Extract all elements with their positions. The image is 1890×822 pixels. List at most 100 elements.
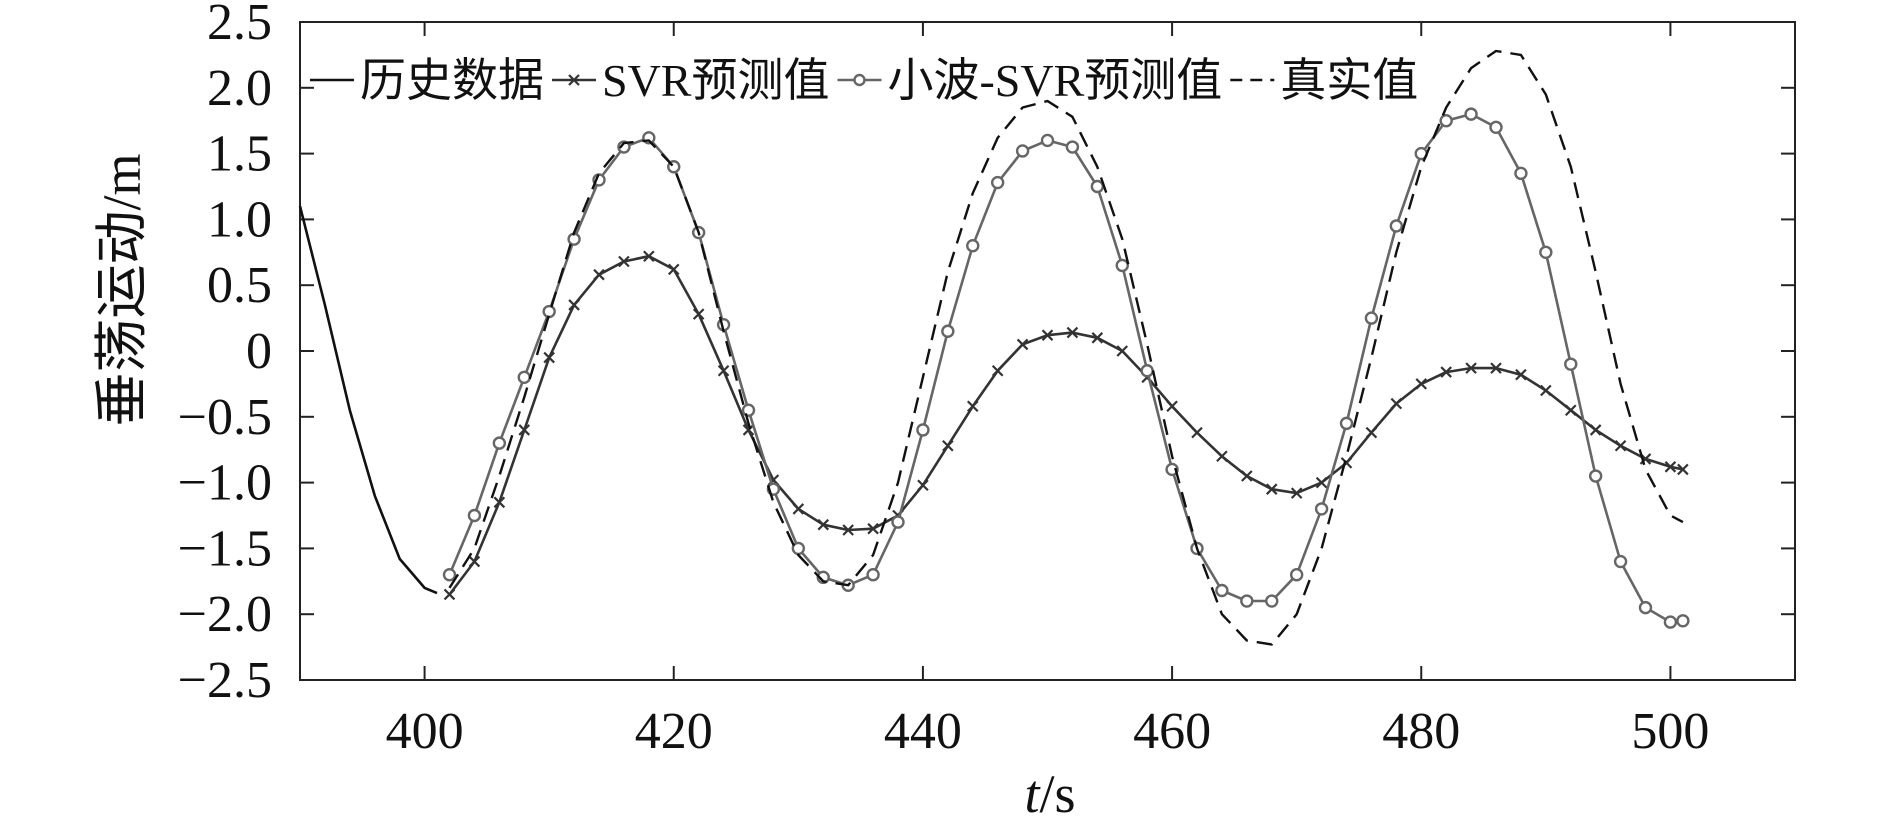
y-tick-label: −2.0 [178,586,272,643]
data-point-x-marker [692,308,705,320]
data-point-circle-marker [990,175,1005,190]
data-point-x-marker [1166,400,1178,413]
data-point-circle-marker [442,568,457,582]
legend-item-2: SVR预测值 [552,55,829,106]
x-tick-label: 460 [1133,703,1211,760]
data-point-x-marker [1016,338,1029,351]
legend-label: 真实值 [1280,55,1418,106]
data-point-x-marker [1216,450,1228,463]
data-point-x-marker [1614,439,1627,452]
data-point-x-marker [667,263,680,276]
y-tick-label: −1.5 [178,520,272,577]
data-point-circle-marker [941,324,955,338]
legend-label: 小波-SVR预测值 [887,55,1222,106]
data-point-x-marker [468,555,481,568]
series-3 [442,107,1690,629]
data-point-x-marker [568,299,580,311]
data-point-x-marker [1191,426,1203,439]
y-tick-label: 2.0 [207,60,272,117]
x-tick-label: 500 [1631,703,1709,760]
data-point-x-marker [1664,461,1677,473]
data-point-x-marker [842,524,854,536]
data-point-x-marker [1589,424,1602,436]
data-point-circle-marker [1389,219,1404,233]
data-point-x-marker [742,424,755,436]
plot-frame [299,21,1796,681]
data-point-circle-marker [741,403,756,417]
data-point-x-marker [1290,487,1303,499]
data-point-x-marker [942,439,954,452]
data-point-x-marker [1390,397,1403,410]
data-point-circle-marker [1364,311,1379,325]
data-point-circle-marker [1065,140,1080,154]
data-point-circle-marker [1289,568,1304,582]
data-point-x-marker [867,522,879,535]
data-point-circle-marker [492,436,507,450]
data-point-x-marker [1540,384,1552,397]
data-point-circle-marker [1613,554,1628,569]
data-point-x-marker [717,364,730,377]
data-point-x-marker [1415,378,1428,390]
data-point-circle-marker [617,140,631,154]
series-1 [298,205,438,595]
data-point-circle-marker [1588,469,1603,483]
data-point-circle-marker [916,423,930,437]
data-point-x-marker [917,479,929,492]
data-point-x-marker [568,74,580,86]
data-point-circle-marker [891,515,905,529]
data-point-x-marker [593,268,605,281]
data-point-x-marker [1116,345,1129,357]
legend-label: 历史数据 [360,55,544,106]
series-line [448,49,1684,646]
data-point-x-marker [1041,329,1054,341]
legend-item-4: 真实值 [1230,55,1418,106]
y-tick-label: 0.5 [207,257,272,314]
data-point-x-marker [1564,404,1577,416]
data-point-x-marker [1091,332,1104,344]
y-tick-label: −1.0 [178,455,272,512]
data-point-x-marker [1265,483,1278,495]
data-point-circle-marker [966,239,980,253]
data-point-circle-marker [1663,615,1678,629]
x-axis-title-unit: /s [1039,764,1075,822]
x-tick-label: 420 [635,703,713,760]
data-point-x-marker [817,518,830,531]
y-tick-label: 0 [246,323,272,380]
data-point-circle-marker [1464,107,1478,121]
x-tick-label: 440 [884,703,962,760]
data-point-circle-marker [1638,600,1653,615]
legend-label: SVR预测值 [602,55,829,106]
y-tick-label: 2.5 [207,0,272,51]
data-point-circle-marker [542,304,556,319]
data-point-x-marker [1315,476,1328,489]
data-point-x-marker [792,503,805,515]
data-point-circle-marker [816,570,830,585]
data-point-circle-marker [1339,416,1354,431]
y-tick-label: 1.0 [207,191,272,248]
data-point-circle-marker [1015,144,1030,158]
y-axis: 2.5 2.0 1.5 1.0 0.5 0 −0.5 −1.0 −1.5 −2.0 −2.5 [178,0,1795,709]
data-point-circle-marker [1514,166,1528,181]
data-point-x-marker [1677,463,1689,476]
data-point-circle-marker [1265,594,1279,608]
series-lines [298,49,1690,646]
data-point-circle-marker [1215,583,1229,598]
x-tick-label: 480 [1382,703,1460,760]
data-point-circle-marker [467,508,482,523]
data-point-circle-marker [1090,179,1105,194]
data-point-x-marker [1440,366,1452,378]
data-point-circle-marker [1439,113,1453,128]
data-point-circle-marker [517,370,531,385]
legend-item-3: 小波-SVR预测值 [837,55,1222,106]
data-point-x-marker [518,424,531,436]
data-point-x-marker [493,496,506,509]
data-point-circle-marker [1314,502,1329,516]
data-point-x-marker [618,255,630,268]
data-point-x-marker [443,588,456,601]
series-2 [443,250,1689,601]
data-point-x-marker [1490,362,1502,374]
series-line [298,205,438,595]
series-line [448,254,1684,596]
data-point-circle-marker [1489,120,1503,134]
